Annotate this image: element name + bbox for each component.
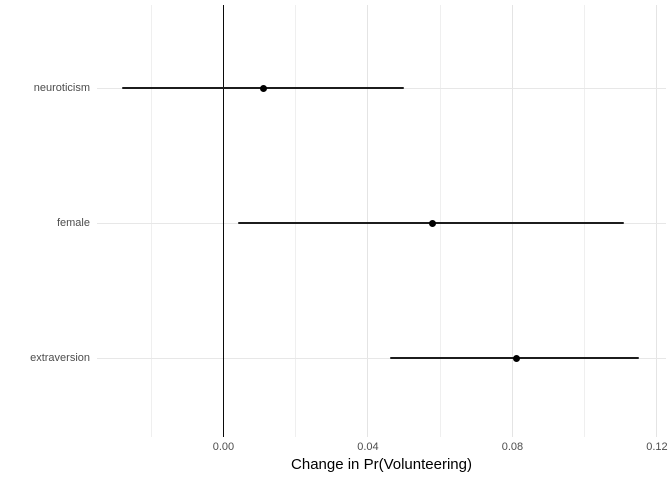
- plot-panel: [97, 5, 666, 437]
- x-axis-tick-label: 0.04: [357, 441, 379, 453]
- zero-reference-line: [222, 5, 225, 437]
- x-gridline-minor: [584, 5, 586, 437]
- x-gridline-major: [511, 5, 513, 437]
- x-axis-title: Change in Pr(Volunteering): [291, 456, 472, 473]
- x-axis-tick-label: 0.12: [646, 441, 668, 453]
- y-gridline: [97, 357, 666, 359]
- x-axis-tick-label: 0.08: [501, 441, 524, 453]
- x-gridline-minor: [295, 5, 297, 437]
- x-gridline-major: [367, 5, 369, 437]
- x-axis-tick-label: 0.00: [212, 441, 235, 453]
- y-axis-label: female: [56, 217, 90, 230]
- x-gridline-minor: [439, 5, 441, 437]
- point-estimate: [512, 354, 520, 362]
- y-axis-label: extraversion: [30, 352, 90, 365]
- x-gridline-minor: [150, 5, 152, 437]
- y-axis-label: neuroticism: [33, 82, 90, 95]
- point-estimate: [259, 84, 267, 92]
- point-estimate: [429, 219, 437, 227]
- x-gridline-major: [656, 5, 658, 437]
